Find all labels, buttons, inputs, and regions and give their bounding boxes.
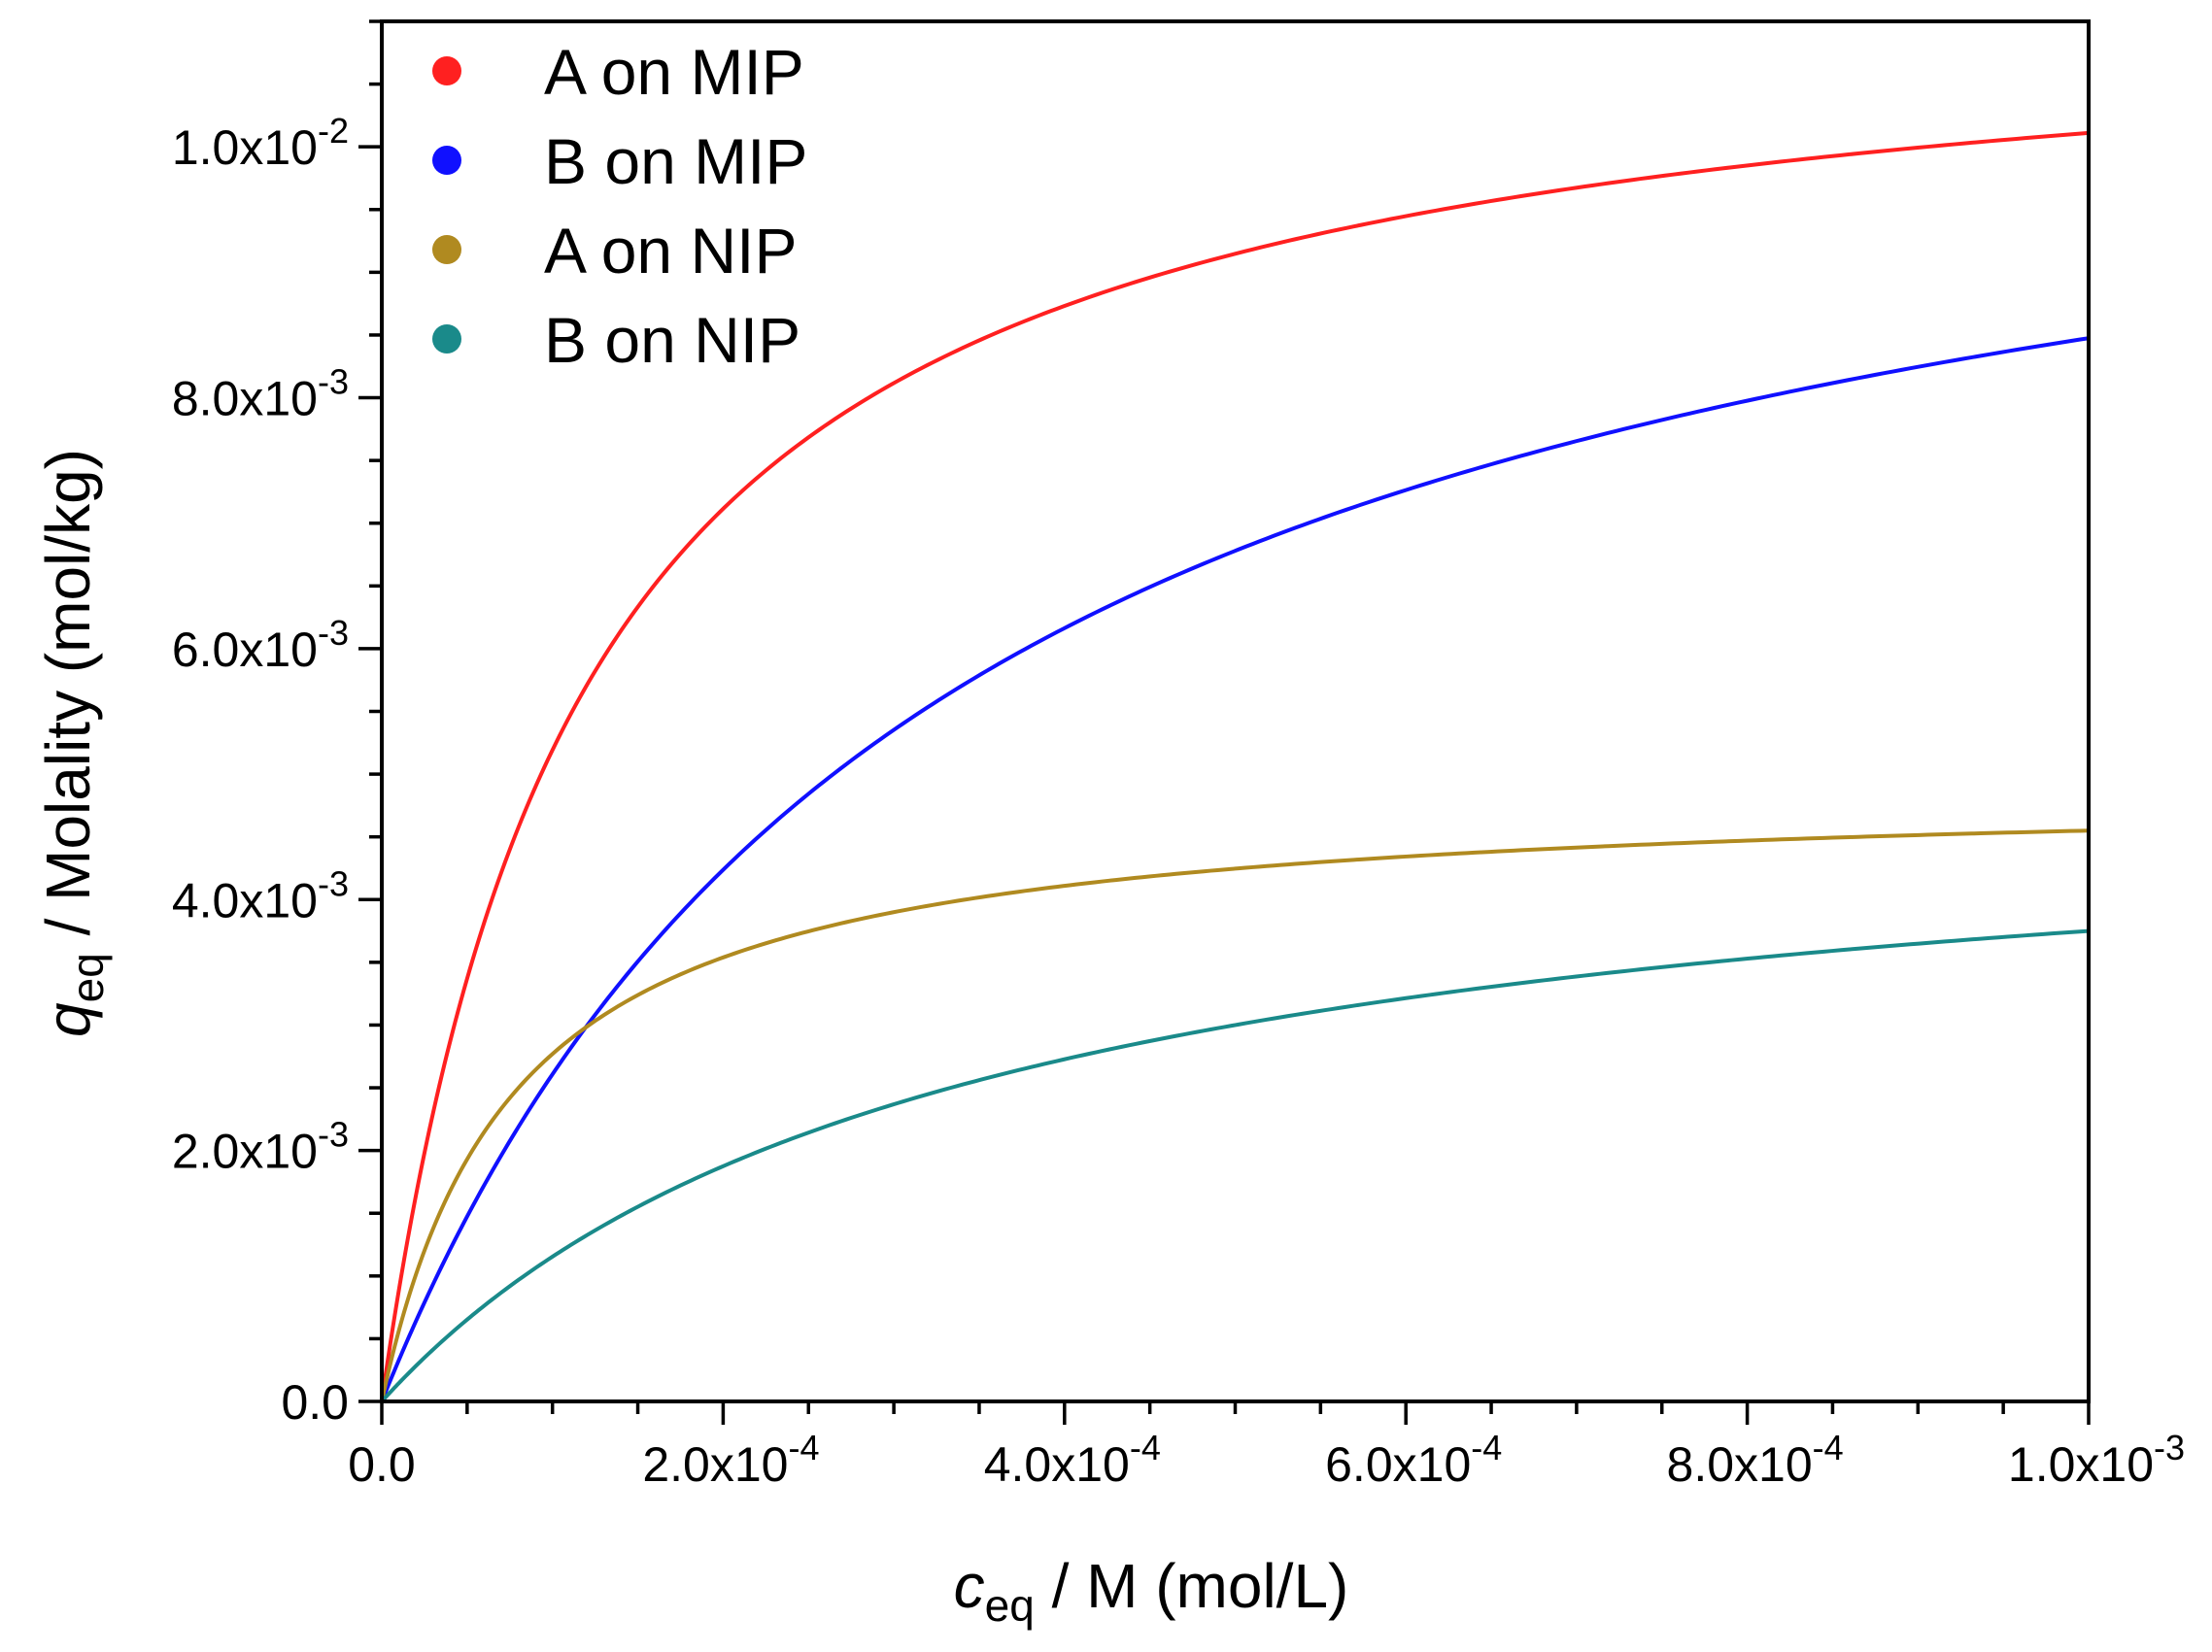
series-line-4 [382, 928, 2089, 1401]
legend-label-4: B on NIP [544, 304, 800, 376]
x-tick-label: 2.0x10-4 [642, 1428, 819, 1492]
y-tick-label: 0.0 [281, 1375, 349, 1430]
x-tick-label: 4.0x10-4 [984, 1428, 1161, 1492]
legend-label-3: A on NIP [544, 215, 798, 287]
y-tick-label: 6.0x10-3 [172, 613, 349, 677]
legend-marker-2 [432, 146, 461, 175]
y-tick-label: 1.0x10-2 [172, 111, 349, 175]
legend-label-1: A on MIP [544, 36, 804, 108]
legend-marker-4 [432, 324, 461, 354]
x-tick-label: 8.0x10-4 [1667, 1428, 1844, 1492]
legend: A on MIP B on MIP A on NIP B on NIP [432, 36, 807, 376]
y-tick-label: 2.0x10-3 [172, 1115, 349, 1179]
x-tick-label: 1.0x10-3 [2008, 1428, 2185, 1492]
x-axis-title: ceq / M (mol/L) [954, 1551, 1349, 1631]
legend-marker-1 [432, 56, 461, 85]
series-line-3 [382, 828, 2089, 1401]
series-line-1 [382, 130, 2089, 1401]
x-tick-label: 6.0x10-4 [1325, 1428, 1502, 1492]
x-axis: 0.0 2.0x10-4 4.0x10-4 6.0x10-4 8.0x10-4 1.0x1… [348, 1401, 2185, 1492]
y-tick-label: 8.0x10-3 [172, 362, 349, 426]
y-tick-label: 4.0x10-3 [172, 863, 349, 927]
legend-label-2: B on MIP [544, 125, 807, 197]
series-line-2 [382, 336, 2089, 1401]
series-layer [382, 130, 2089, 1401]
y-axis: 0.0 2.0x10-3 4.0x10-3 6.0x10-3 8.0x10-3 1.0x1… [172, 19, 382, 1430]
legend-marker-3 [432, 235, 461, 264]
y-axis-title: qeq / Molality (mol/kg) [33, 449, 113, 1037]
x-tick-label: 0.0 [348, 1437, 416, 1492]
